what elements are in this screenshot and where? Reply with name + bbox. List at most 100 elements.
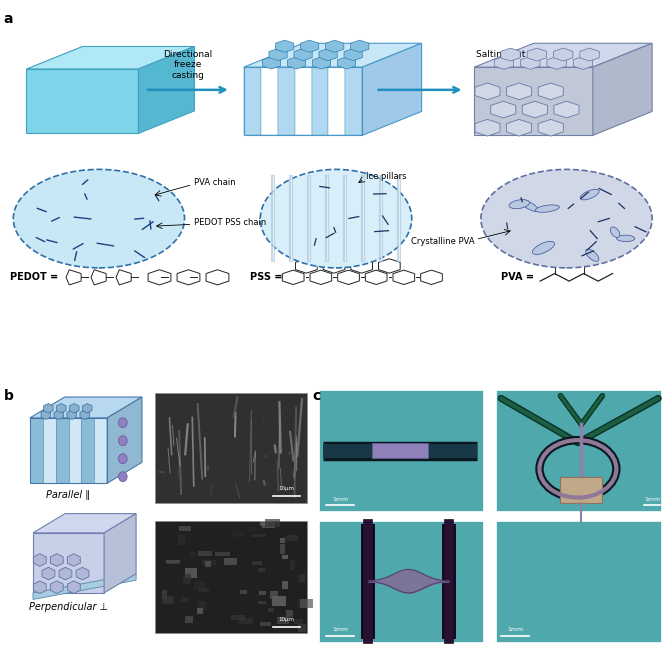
Polygon shape [198, 588, 208, 592]
Polygon shape [265, 518, 280, 527]
Polygon shape [108, 397, 142, 483]
Ellipse shape [118, 436, 127, 445]
Polygon shape [298, 624, 306, 632]
Text: 10μm: 10μm [278, 616, 294, 622]
Polygon shape [278, 67, 294, 135]
Polygon shape [259, 622, 271, 626]
Polygon shape [280, 545, 286, 554]
Polygon shape [345, 67, 362, 135]
Polygon shape [272, 596, 286, 606]
Ellipse shape [616, 235, 635, 242]
Polygon shape [259, 568, 265, 572]
Ellipse shape [532, 242, 554, 255]
Polygon shape [30, 397, 142, 418]
Polygon shape [293, 618, 303, 624]
Polygon shape [202, 560, 216, 565]
Polygon shape [185, 569, 198, 579]
Polygon shape [319, 390, 484, 512]
Polygon shape [204, 562, 211, 567]
Polygon shape [280, 538, 285, 543]
Polygon shape [183, 575, 191, 584]
Polygon shape [312, 67, 329, 135]
Text: 1mm: 1mm [332, 627, 348, 632]
Polygon shape [496, 521, 662, 643]
Text: PVA chain: PVA chain [194, 178, 236, 187]
Polygon shape [244, 43, 421, 67]
Polygon shape [26, 69, 138, 133]
Text: Salting out: Salting out [476, 50, 526, 59]
Polygon shape [30, 418, 43, 483]
Ellipse shape [118, 471, 127, 482]
Polygon shape [496, 390, 662, 512]
Polygon shape [178, 535, 185, 545]
Polygon shape [239, 618, 253, 624]
Text: 1mm: 1mm [507, 627, 523, 632]
Polygon shape [300, 599, 312, 608]
Polygon shape [294, 67, 312, 135]
Ellipse shape [610, 227, 620, 238]
Text: 1mm: 1mm [332, 496, 348, 502]
Polygon shape [372, 443, 427, 458]
Polygon shape [194, 582, 206, 590]
Polygon shape [319, 521, 484, 643]
Polygon shape [198, 601, 206, 610]
Polygon shape [33, 533, 104, 593]
Text: 10μm: 10μm [278, 486, 294, 491]
Polygon shape [26, 46, 194, 69]
Polygon shape [181, 597, 187, 602]
Ellipse shape [519, 200, 538, 212]
Ellipse shape [585, 249, 599, 261]
Text: b: b [3, 389, 13, 403]
Polygon shape [224, 558, 237, 565]
Polygon shape [185, 616, 193, 623]
Polygon shape [155, 393, 306, 503]
Polygon shape [138, 46, 194, 133]
Polygon shape [270, 591, 278, 599]
Text: Crystalline PVA: Crystalline PVA [411, 237, 474, 246]
Polygon shape [241, 590, 247, 594]
Polygon shape [162, 590, 167, 599]
Polygon shape [43, 418, 56, 483]
Text: PVA =: PVA = [501, 272, 534, 282]
Ellipse shape [118, 454, 127, 464]
Ellipse shape [13, 169, 185, 268]
Polygon shape [282, 555, 288, 559]
Ellipse shape [536, 205, 559, 212]
Polygon shape [231, 532, 245, 537]
Polygon shape [286, 610, 293, 617]
Polygon shape [290, 560, 295, 570]
Polygon shape [593, 43, 652, 135]
Polygon shape [560, 477, 602, 503]
Polygon shape [259, 592, 266, 596]
Polygon shape [179, 526, 191, 530]
Polygon shape [162, 596, 173, 604]
Polygon shape [104, 514, 136, 593]
Text: Perpendicular ⊥: Perpendicular ⊥ [29, 602, 108, 612]
Ellipse shape [118, 418, 127, 428]
Text: a: a [3, 12, 13, 26]
Polygon shape [197, 608, 203, 614]
Text: PSS =: PSS = [251, 272, 283, 282]
Polygon shape [474, 43, 652, 67]
Polygon shape [198, 551, 212, 556]
Polygon shape [56, 418, 69, 483]
Polygon shape [329, 67, 345, 135]
Text: OH: OH [550, 258, 560, 263]
Polygon shape [278, 617, 289, 624]
Polygon shape [474, 67, 593, 135]
Text: 1mm: 1mm [644, 496, 660, 502]
Polygon shape [282, 581, 288, 589]
Polygon shape [155, 521, 306, 633]
Text: PEDOT PSS chain: PEDOT PSS chain [194, 218, 267, 227]
Polygon shape [244, 67, 261, 135]
Polygon shape [247, 526, 258, 532]
Polygon shape [252, 560, 261, 565]
Polygon shape [33, 574, 136, 599]
Polygon shape [268, 608, 274, 613]
Polygon shape [81, 418, 94, 483]
Text: Directional
freeze
casting: Directional freeze casting [163, 50, 212, 80]
Polygon shape [286, 535, 298, 541]
Ellipse shape [580, 189, 599, 200]
Polygon shape [94, 418, 108, 483]
Text: PEDOT =: PEDOT = [10, 272, 58, 282]
